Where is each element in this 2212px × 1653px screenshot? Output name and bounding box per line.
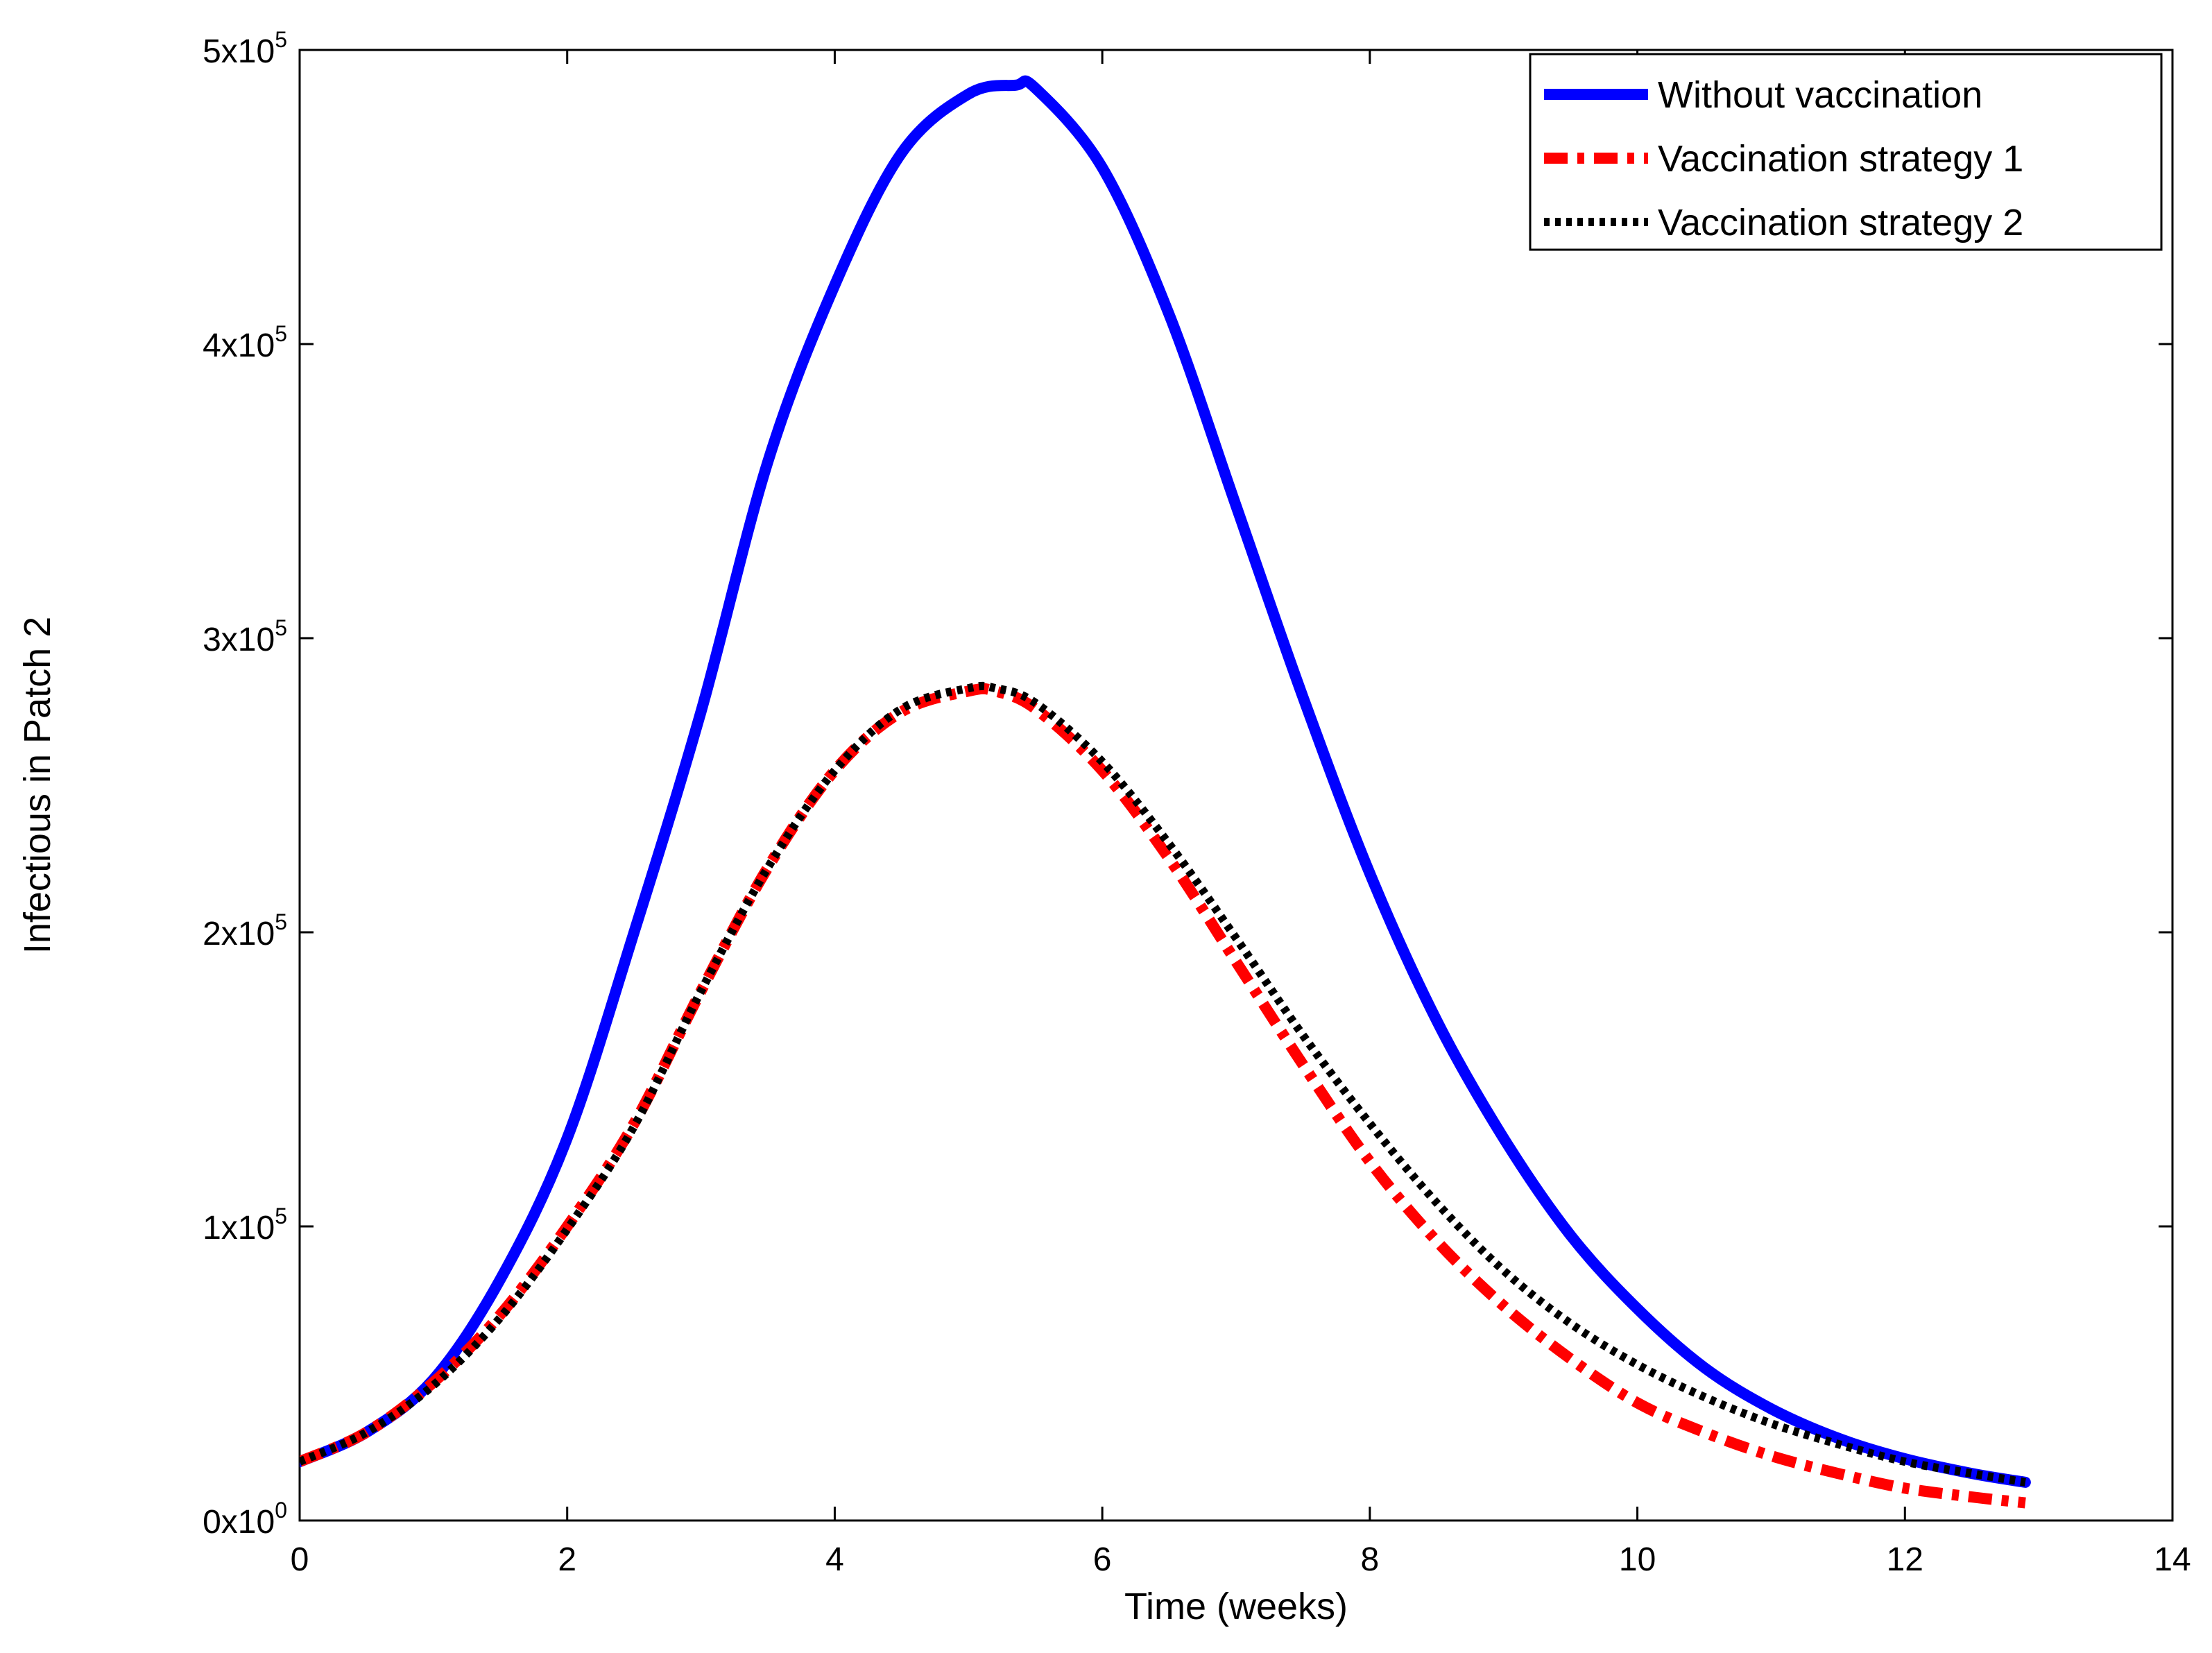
y-tick-label: 3x105 [203, 615, 287, 658]
y-tick-label: 2x105 [203, 909, 287, 952]
x-tick-label: 2 [558, 1541, 576, 1578]
y-tick-labels: 0x100 1x105 2x105 3x105 4x105 5x105 [203, 27, 287, 1541]
x-tick-label: 10 [1619, 1541, 1656, 1578]
x-tick-label: 14 [2154, 1541, 2190, 1578]
legend-label-vaccination-strategy-2: Vaccination strategy 2 [1658, 202, 2023, 243]
axis-ticks [298, 49, 2174, 1522]
x-tick-label: 12 [1887, 1541, 1923, 1578]
y-tick-label: 1x105 [203, 1204, 287, 1247]
series-line-without-vaccination [300, 75, 2031, 1488]
legend-items: Without vaccination Vaccination strategy … [1544, 74, 2023, 243]
y-tick-label: 0x100 [203, 1498, 287, 1541]
x-tick-label: 8 [1361, 1541, 1380, 1578]
x-tick-labels: 0 2 4 6 8 10 12 14 [291, 1541, 2191, 1578]
plot-area-frame [298, 49, 2174, 1522]
x-axis-label: Time (weeks) [1124, 1586, 1348, 1627]
y-tick-label: 4x105 [203, 321, 287, 364]
x-tick-label: 0 [291, 1541, 309, 1578]
series-lines [300, 75, 2031, 1509]
legend-label-without-vaccination: Without vaccination [1658, 74, 1982, 116]
series-line-vaccination-strategy-1 [300, 683, 2026, 1509]
y-tick-label: 5x105 [203, 27, 287, 70]
legend: Without vaccination Vaccination strategy … [1529, 53, 2163, 251]
legend-label-vaccination-strategy-1: Vaccination strategy 1 [1658, 138, 2023, 180]
legend-box [1529, 53, 2163, 251]
series-line-vaccination-strategy-2 [300, 681, 2026, 1487]
x-tick-label: 6 [1093, 1541, 1112, 1578]
y-axis-label: Infectious in Patch 2 [17, 617, 58, 954]
x-tick-label: 4 [825, 1541, 844, 1578]
